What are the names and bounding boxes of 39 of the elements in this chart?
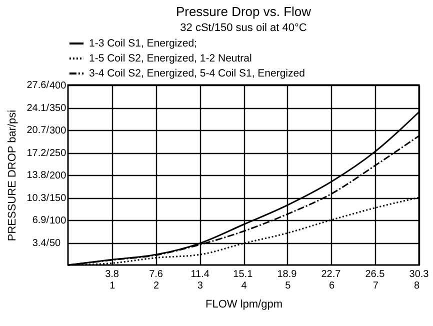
x-tick-label: 8 xyxy=(414,280,420,292)
legend-label: 1-5 Coil S2, Energized, 1-2 Neutral xyxy=(89,52,252,64)
x2-tick-label: 3.8 xyxy=(105,269,120,280)
x-tick-label: 5 xyxy=(285,280,292,292)
x-tick-label: 2 xyxy=(153,280,160,292)
y-tick-label: 200 xyxy=(50,170,67,182)
y2-tick-label: 17.2/ xyxy=(26,148,50,159)
y-tick-label: 400 xyxy=(50,80,67,92)
x-tick-label: 7 xyxy=(372,280,379,292)
x2-tick-label: 22.7 xyxy=(321,269,342,280)
x-tick-label: 4 xyxy=(241,280,248,292)
y2-tick-label: 24.1/ xyxy=(26,102,50,114)
x-tick-label: 3 xyxy=(197,280,204,292)
y2-tick-label: 27.6/ xyxy=(26,80,50,91)
x2-tick-label: 11.4 xyxy=(190,269,210,280)
y2-tick-label: 3.4/ xyxy=(32,238,50,249)
x-tick-label: 6 xyxy=(328,280,335,292)
x-tick-label: 1 xyxy=(110,280,116,292)
y-tick-label: 100 xyxy=(50,216,67,226)
legend-label: 1-3 Coil S1, Energized; xyxy=(89,38,197,50)
y2-axis-title: PRESSURE DROP bar/psi xyxy=(6,110,18,242)
y2-tick-label: 13.8/ xyxy=(26,170,50,181)
x2-tick-label: 30.3 xyxy=(409,269,430,280)
x2-tick-label: 26.5 xyxy=(365,269,386,280)
x2-tick-label: 7.6 xyxy=(149,269,164,280)
x2-tick-label: 15.1 xyxy=(233,269,254,280)
y-tick-label: 250 xyxy=(50,148,67,159)
chart-title: Pressure Drop vs. Flow xyxy=(176,4,312,19)
y-tick-label: 300 xyxy=(50,126,67,136)
y-tick-label: 150 xyxy=(50,193,67,204)
y-tick-label: 50 xyxy=(50,238,62,249)
x-axis-title: FLOW lpm/gpm xyxy=(205,298,283,310)
y2-tick-label: 20.7/ xyxy=(26,125,50,136)
y-tick-label: 350 xyxy=(50,103,67,114)
x2-tick-label: 18.9 xyxy=(277,269,298,280)
legend-label: 3-4 Coil S2, Energized, 5-4 Coil S1, Energized xyxy=(89,68,306,80)
y2-tick-label: 10.3/ xyxy=(26,192,50,204)
y2-tick-label: 6.9/ xyxy=(32,215,50,226)
chart-subtitle: 32 cSt/150 sus oil at 40°C xyxy=(180,22,307,34)
